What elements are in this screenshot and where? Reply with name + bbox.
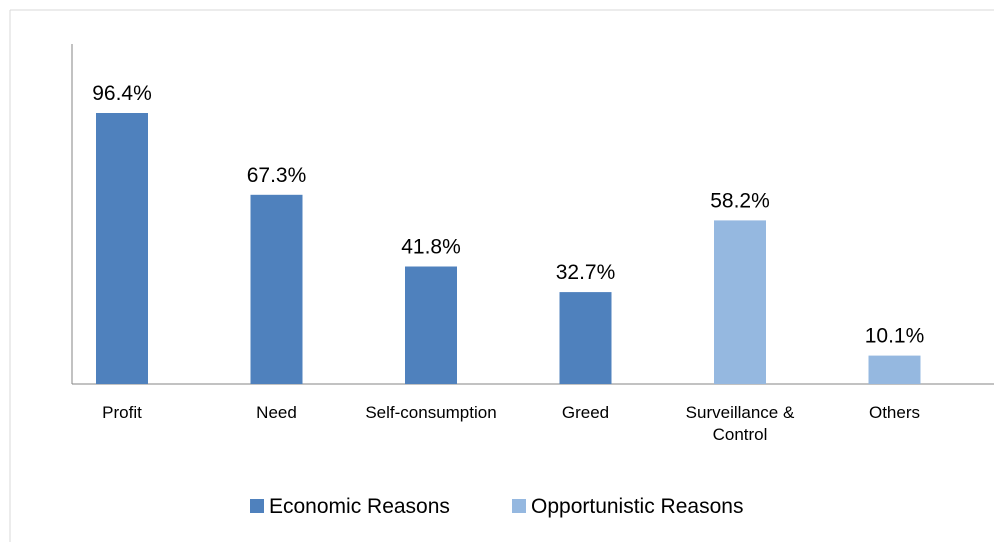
x-tick-label-others: Others: [869, 403, 920, 422]
x-tick-label-profit: Profit: [102, 403, 142, 422]
legend-swatch-opportunistic-reasons: [512, 499, 526, 513]
legend-label-economic-reasons: Economic Reasons: [269, 495, 450, 518]
bar-self-consumption: [405, 266, 457, 384]
bar-profit: [96, 113, 148, 384]
x-tick-label-need: Need: [256, 403, 297, 422]
data-label-greed: 32.7%: [556, 261, 616, 284]
bar-need: [250, 194, 303, 384]
bar-others: [868, 355, 921, 384]
bar-surveillance-control: [714, 220, 766, 384]
legend-label-opportunistic-reasons: Opportunistic Reasons: [531, 495, 743, 518]
data-label-need: 67.3%: [247, 164, 307, 187]
data-label-profit: 96.4%: [92, 82, 152, 105]
x-tick-labels: Profit Need Self-consumption Greed Surveilla…: [102, 403, 920, 444]
x-tick-label-greed: Greed: [562, 403, 609, 422]
bar-greed: [559, 292, 612, 384]
x-tick-label-self-consumption: Self-consumption: [365, 403, 496, 422]
data-label-others: 10.1%: [865, 325, 925, 348]
x-tick-label-surveillance-control: Surveillance & Control: [686, 403, 795, 444]
legend-swatch-economic-reasons: [250, 499, 264, 513]
legend: Economic Reasons Opportunistic Reasons: [250, 495, 743, 518]
bars: [96, 113, 921, 384]
data-label-self-consumption: 41.8%: [401, 236, 461, 259]
data-label-surveillance-control: 58.2%: [710, 189, 770, 212]
data-labels: 96.4% 67.3% 41.8% 32.7% 58.2% 10.1%: [92, 82, 924, 348]
